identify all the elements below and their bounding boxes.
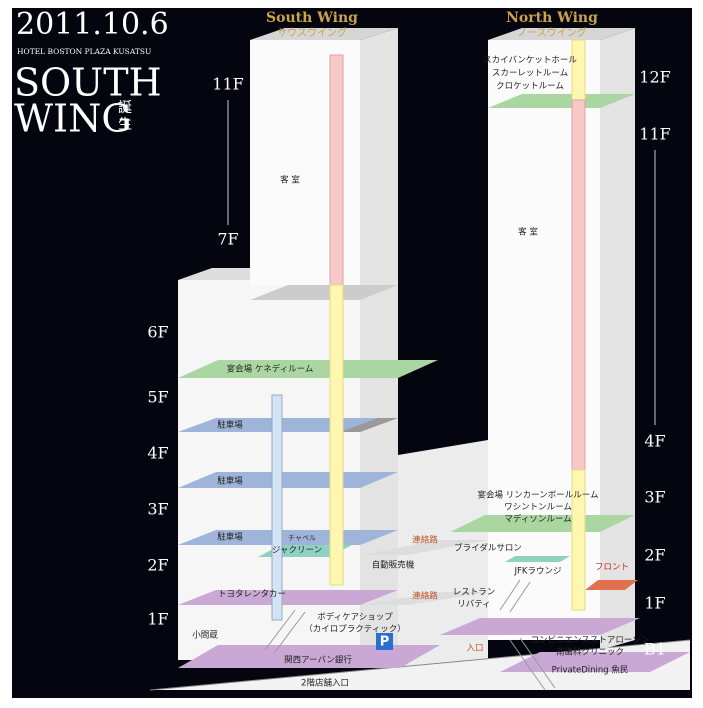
title: SOUTH bbox=[14, 61, 162, 105]
floor-label: 4F bbox=[147, 444, 168, 463]
plate bbox=[250, 285, 398, 300]
floor-label: 11F bbox=[212, 75, 243, 94]
escalator bbox=[264, 579, 556, 691]
plate bbox=[178, 590, 398, 605]
floor-label: 3F bbox=[147, 500, 168, 519]
shaft bbox=[571, 99, 586, 471]
room-label: 2階店舗入口 bbox=[301, 678, 349, 689]
room-label: JFKラウンジ bbox=[514, 567, 562, 577]
room-label: 客 室 bbox=[280, 175, 300, 186]
room-label: 宴会場 リンカーンボールルーム bbox=[477, 490, 598, 501]
room-label: PrivateDining 魚民 bbox=[552, 665, 629, 676]
floor-label: 6F bbox=[147, 323, 168, 342]
room-label: ボディケアショップ bbox=[317, 612, 393, 623]
plate bbox=[178, 645, 440, 668]
floor-label: 7F bbox=[217, 230, 238, 249]
wing-kana: サウスウイング bbox=[277, 26, 347, 39]
room-label: 駐車場 bbox=[217, 420, 243, 431]
wing-name: North Wing bbox=[506, 10, 598, 26]
shaft bbox=[271, 394, 283, 621]
room-label: スカーレットルーム bbox=[492, 69, 568, 79]
title-suffix: 誕 bbox=[118, 100, 132, 116]
shaft bbox=[329, 284, 344, 586]
plate bbox=[440, 618, 640, 635]
room-label: （カイロプラクティック） bbox=[304, 624, 406, 635]
floor-label: 1F bbox=[147, 610, 168, 629]
north-side bbox=[600, 28, 635, 650]
plate bbox=[340, 418, 398, 432]
south-side bbox=[360, 28, 398, 660]
plate bbox=[488, 94, 635, 108]
room-label: ジャクリーン bbox=[272, 546, 322, 556]
wing-kana: ノースウイング bbox=[517, 26, 587, 39]
room-label: ワシントンルーム bbox=[504, 503, 572, 513]
room-label: フロント bbox=[595, 563, 629, 573]
floor-label: 4F bbox=[644, 432, 665, 451]
room-label: 宴会場 ケネディルーム bbox=[227, 364, 314, 375]
plate bbox=[178, 472, 398, 488]
room-label: 関西アーバン銀行 bbox=[284, 655, 352, 666]
room-label: ブライダルサロン bbox=[454, 543, 522, 554]
room-label: 駐車場 bbox=[217, 532, 243, 543]
north-top bbox=[488, 28, 635, 40]
wing-name: South Wing bbox=[266, 10, 358, 26]
room-label: 自動販売機 bbox=[372, 560, 415, 571]
floor-label: 2F bbox=[644, 546, 665, 565]
plate bbox=[450, 515, 635, 532]
shaft bbox=[329, 54, 344, 286]
room-label: マディソンルーム bbox=[504, 514, 571, 525]
parking-sign bbox=[376, 633, 393, 650]
walkway bbox=[360, 592, 488, 605]
plate bbox=[505, 556, 570, 562]
floor-label: 3F bbox=[644, 488, 665, 507]
floor-label: 1F bbox=[644, 594, 665, 613]
room-label: コンビニエンスストアローソン bbox=[531, 636, 650, 646]
date: 2011.10.6 bbox=[16, 7, 169, 42]
room-label: リバティ bbox=[457, 600, 491, 610]
room-label: クロケットルーム bbox=[496, 82, 564, 92]
room-label: チャペル bbox=[288, 534, 316, 542]
room-label: 駐車場 bbox=[217, 476, 243, 487]
floor-label: 5F bbox=[147, 388, 168, 407]
shaft bbox=[571, 39, 586, 101]
floor-label: 2F bbox=[147, 556, 168, 575]
south-top bbox=[250, 28, 398, 40]
room-label: 入口 bbox=[466, 644, 483, 654]
floor-label: B1 bbox=[644, 640, 666, 659]
floor-label: 11F bbox=[639, 125, 670, 144]
title: WING bbox=[14, 97, 132, 141]
plate bbox=[178, 360, 438, 378]
room-label: 客 室 bbox=[518, 227, 538, 238]
room-label: 南歯科クリニック bbox=[556, 647, 624, 658]
hotel-name: HOTEL BOSTON PLAZA KUSATSU bbox=[17, 47, 151, 56]
room-label: 連絡路 bbox=[412, 591, 438, 602]
room-label: 連絡路 bbox=[412, 535, 438, 546]
plate bbox=[500, 652, 690, 672]
podium-top bbox=[178, 268, 250, 280]
middle-area bbox=[398, 440, 488, 670]
floor-label: 12F bbox=[639, 68, 670, 87]
plate bbox=[585, 580, 638, 590]
room-label: トヨタレンタカー bbox=[218, 590, 286, 600]
room-label: 小間蔵 bbox=[192, 630, 218, 641]
room-label: スカイバンケットホール bbox=[483, 56, 577, 66]
shaft bbox=[571, 469, 586, 611]
walkway bbox=[360, 540, 488, 555]
room-label: レストラン bbox=[453, 588, 496, 598]
parking-letter: P bbox=[380, 635, 390, 650]
title-suffix: 生 bbox=[118, 117, 132, 133]
